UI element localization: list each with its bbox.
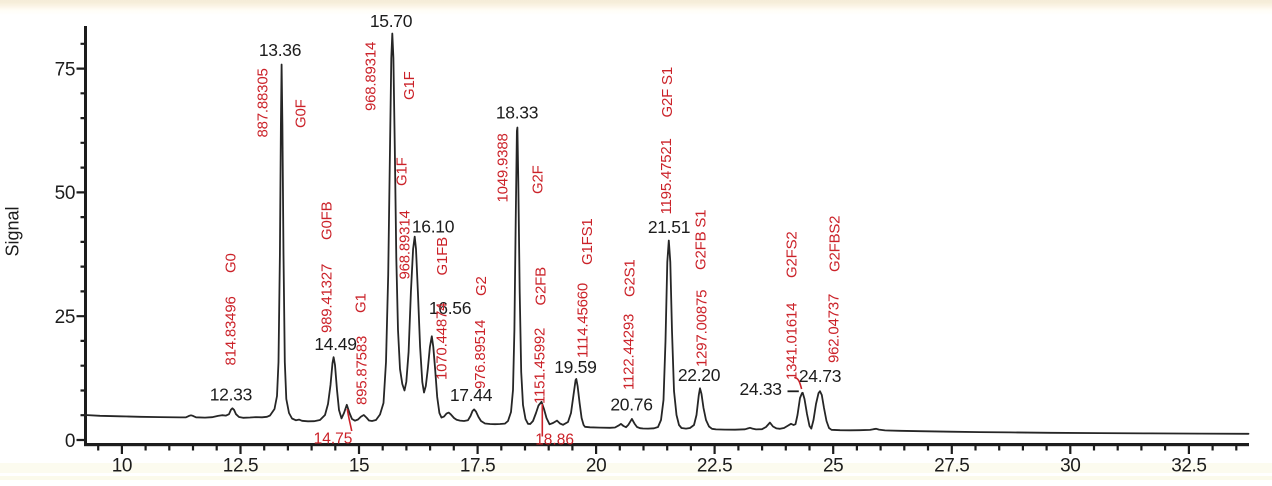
- svg-text:887.88305: 887.88305: [255, 68, 272, 137]
- svg-text:G0F: G0F: [293, 99, 310, 128]
- svg-text:24.73: 24.73: [799, 366, 841, 386]
- svg-text:G2FB: G2FB: [533, 267, 550, 306]
- svg-text:968.89314: 968.89314: [363, 42, 380, 111]
- svg-text:27.5: 27.5: [934, 456, 969, 477]
- svg-text:1114.45660: 1114.45660: [575, 283, 592, 358]
- svg-text:32.5: 32.5: [1171, 456, 1206, 477]
- svg-text:G2S1: G2S1: [622, 259, 639, 297]
- svg-text:16.10: 16.10: [412, 217, 455, 237]
- svg-text:G1FS1: G1FS1: [579, 218, 596, 265]
- svg-text:50: 50: [55, 183, 75, 204]
- svg-text:0: 0: [65, 431, 75, 452]
- svg-text:21.51: 21.51: [648, 217, 690, 237]
- svg-text:814.83496: 814.83496: [223, 296, 240, 365]
- svg-text:18.33: 18.33: [496, 103, 538, 123]
- svg-text:24.33: 24.33: [739, 379, 781, 399]
- svg-text:1297.00875: 1297.00875: [694, 290, 711, 367]
- svg-text:20.76: 20.76: [610, 395, 652, 415]
- svg-text:G2FBS2: G2FBS2: [827, 216, 844, 272]
- svg-text:989.41327: 989.41327: [319, 264, 336, 333]
- svg-text:G2F S1: G2F S1: [659, 67, 676, 118]
- svg-text:968.89314: 968.89314: [397, 210, 414, 279]
- svg-text:22.20: 22.20: [678, 365, 721, 385]
- svg-text:1049.9388: 1049.9388: [495, 133, 512, 202]
- svg-text:G1: G1: [353, 293, 370, 313]
- svg-text:1151.45992: 1151.45992: [532, 328, 549, 404]
- svg-text:19.59: 19.59: [554, 357, 596, 377]
- svg-text:17.44: 17.44: [450, 385, 493, 405]
- svg-text:1070.44874: 1070.44874: [434, 303, 451, 380]
- svg-text:30: 30: [1060, 456, 1080, 477]
- svg-text:12.33: 12.33: [210, 385, 252, 405]
- svg-text:10: 10: [112, 456, 132, 477]
- svg-text:20: 20: [586, 456, 606, 477]
- svg-text:15: 15: [349, 456, 369, 477]
- svg-text:1122.44293: 1122.44293: [621, 314, 638, 390]
- svg-text:22.5: 22.5: [697, 456, 732, 477]
- svg-text:962.04737: 962.04737: [826, 294, 843, 363]
- svg-text:25: 25: [55, 307, 75, 328]
- svg-text:895.87583: 895.87583: [354, 336, 371, 405]
- svg-text:18.86: 18.86: [535, 432, 574, 449]
- svg-text:G1F: G1F: [394, 157, 411, 186]
- svg-text:17.5: 17.5: [460, 456, 495, 477]
- svg-text:G1FB: G1FB: [434, 237, 451, 276]
- svg-text:Signal: Signal: [3, 206, 23, 256]
- svg-text:12.5: 12.5: [223, 456, 258, 477]
- svg-text:G2: G2: [473, 276, 490, 296]
- svg-text:16.56: 16.56: [429, 298, 471, 318]
- svg-text:G2F: G2F: [530, 165, 547, 194]
- svg-text:G2FS2: G2FS2: [784, 231, 801, 278]
- svg-text:25: 25: [823, 456, 843, 477]
- svg-text:15.70: 15.70: [370, 11, 413, 31]
- svg-text:13.36: 13.36: [259, 40, 301, 60]
- svg-text:14.75: 14.75: [314, 431, 353, 448]
- svg-text:14.49: 14.49: [314, 334, 356, 354]
- svg-text:G0FB: G0FB: [319, 201, 336, 240]
- svg-text:G1F: G1F: [401, 71, 418, 100]
- svg-text:G2FB S1: G2FB S1: [693, 210, 710, 270]
- svg-text:1195.47521: 1195.47521: [658, 138, 675, 214]
- svg-text:1341.01614: 1341.01614: [784, 303, 801, 380]
- svg-text:G0: G0: [223, 253, 240, 273]
- svg-text:976.89514: 976.89514: [472, 320, 489, 389]
- svg-text:75: 75: [55, 59, 75, 80]
